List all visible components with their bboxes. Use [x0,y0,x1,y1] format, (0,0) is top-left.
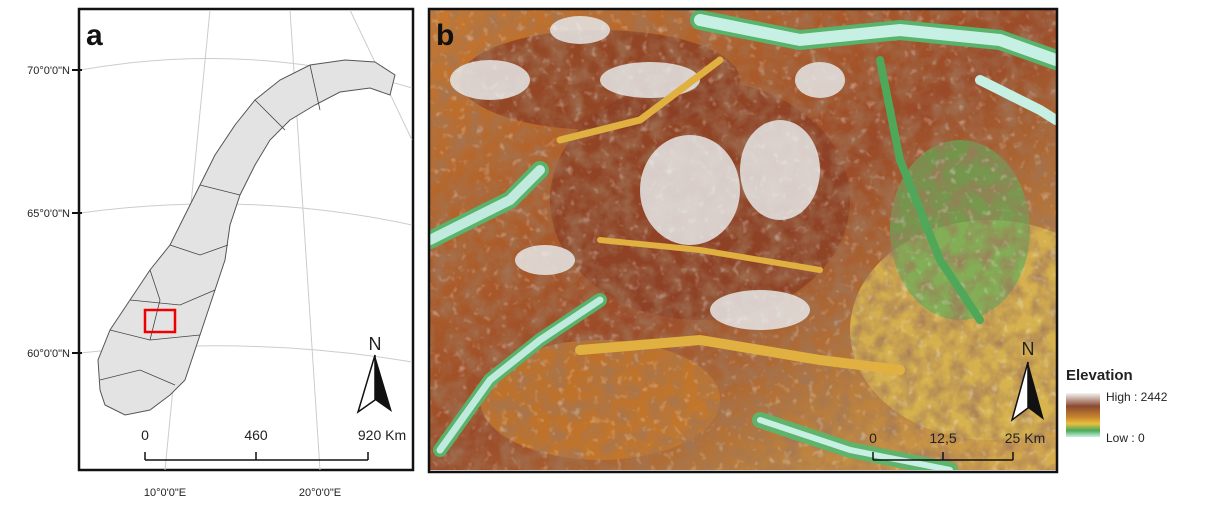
scale-label: 460 [244,427,268,443]
legend-high: High : 2442 [1106,390,1168,404]
north-label: N [369,334,382,354]
scale-label: 25 Km [1005,430,1045,446]
lat-label: 65°0'0"N [27,208,70,220]
scale-label: 0 [869,430,877,446]
legend: Elevation High : 2442 Low : 0 [1066,367,1168,445]
panel-b: 0 12,5 25 Km N b [429,9,1130,472]
panel-a: 70°0'0"N 65°0'0"N 60°0'0"N 10°0'0"E 20°0… [27,9,413,499]
panel-label: b [436,19,454,52]
lat-label: 70°0'0"N [27,65,70,77]
legend-ramp [1066,393,1100,437]
legend-low: Low : 0 [1106,431,1145,445]
legend-title: Elevation [1066,367,1133,384]
figure: 70°0'0"N 65°0'0"N 60°0'0"N 10°0'0"E 20°0… [0,0,1214,506]
north-label: N [1022,339,1035,359]
panel-label: a [86,19,103,52]
scale-label: 0 [141,427,149,443]
lon-label: 10°0'0"E [144,487,186,499]
scale-label: 920 Km [358,427,406,443]
scale-label: 12,5 [929,430,956,446]
lon-label: 20°0'0"E [299,487,341,499]
lat-label: 60°0'0"N [27,348,70,360]
